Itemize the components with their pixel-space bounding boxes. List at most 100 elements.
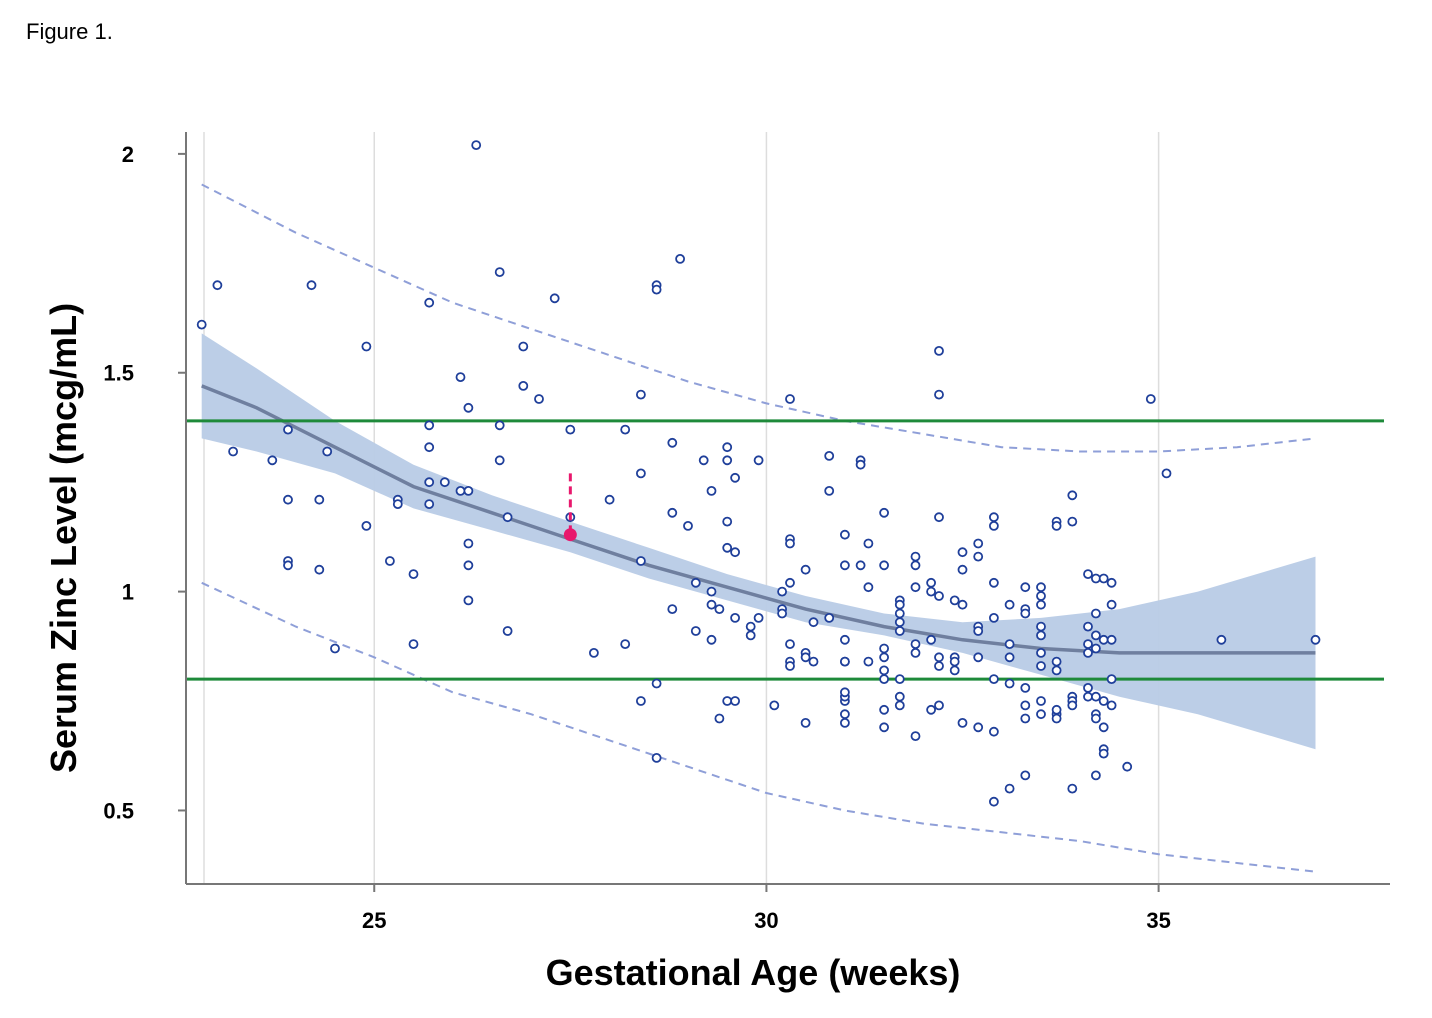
data-point xyxy=(1036,582,1046,593)
data-point xyxy=(800,564,811,575)
data-point xyxy=(855,560,866,571)
data-point xyxy=(196,319,207,330)
data-point xyxy=(690,577,701,588)
data-point xyxy=(706,634,717,645)
data-point xyxy=(424,297,435,308)
data-point xyxy=(1098,573,1109,584)
data-point xyxy=(957,599,968,610)
data-point xyxy=(667,507,678,518)
data-point xyxy=(808,617,819,628)
data-point xyxy=(855,459,866,470)
data-point xyxy=(392,499,403,510)
data-point xyxy=(463,538,474,549)
data-point xyxy=(989,577,999,588)
data-point xyxy=(1091,608,1101,619)
data-point xyxy=(1083,648,1093,658)
data-point xyxy=(565,424,576,435)
data-point xyxy=(502,626,513,636)
data-point xyxy=(690,626,701,636)
data-point xyxy=(934,700,944,711)
data-point xyxy=(620,639,631,649)
data-point xyxy=(471,140,482,151)
data-point xyxy=(973,722,984,733)
data-point xyxy=(1004,639,1015,649)
data-point xyxy=(1004,599,1015,610)
data-point xyxy=(463,402,474,413)
data-point xyxy=(824,613,835,623)
y-tick-label: 0.5 xyxy=(103,798,134,823)
data-point xyxy=(408,639,419,649)
data-point xyxy=(1051,656,1062,667)
data-point xyxy=(706,586,717,597)
data-point xyxy=(455,485,466,496)
data-point xyxy=(730,696,740,706)
data-point xyxy=(706,599,717,610)
data-point xyxy=(1036,648,1046,658)
data-point xyxy=(636,468,646,479)
data-point xyxy=(1020,700,1031,711)
data-point xyxy=(424,477,435,488)
data-point xyxy=(1020,582,1031,593)
tick-labels: 0.5 1 1.5 2 25 30 35 xyxy=(103,142,1170,933)
data-point xyxy=(785,538,795,549)
prediction-interval xyxy=(201,183,1316,873)
data-point xyxy=(808,656,819,667)
data-point xyxy=(667,437,678,448)
data-point xyxy=(722,516,733,527)
data-point xyxy=(1051,704,1062,715)
data-point xyxy=(1091,573,1101,584)
data-points xyxy=(196,140,1321,807)
data-point xyxy=(730,613,740,623)
data-point xyxy=(494,267,505,278)
data-point xyxy=(840,709,850,720)
data-point xyxy=(322,446,333,457)
data-point xyxy=(1036,709,1046,720)
data-point xyxy=(1106,634,1117,645)
data-point xyxy=(745,630,756,641)
data-point xyxy=(1020,713,1031,724)
y-tick-label: 1.5 xyxy=(103,361,134,386)
data-point xyxy=(753,613,764,623)
data-point xyxy=(1051,521,1062,531)
data-point xyxy=(549,293,560,304)
data-point xyxy=(502,512,513,523)
data-point xyxy=(534,394,544,404)
data-point xyxy=(384,556,395,566)
x-tick-label: 35 xyxy=(1146,908,1170,933)
data-point xyxy=(949,595,960,606)
data-point xyxy=(879,704,889,715)
data-point xyxy=(973,626,984,636)
data-point xyxy=(989,521,999,531)
prediction-lower-line xyxy=(201,581,1316,873)
data-point xyxy=(973,538,984,549)
data-point xyxy=(1004,783,1015,794)
data-point xyxy=(636,556,646,566)
data-point xyxy=(989,613,999,623)
data-point xyxy=(1020,608,1031,619)
x-axis-title: Gestational Age (weeks) xyxy=(546,952,961,993)
data-point xyxy=(1216,634,1227,645)
data-point xyxy=(1067,490,1078,501)
data-point xyxy=(518,380,529,391)
data-point xyxy=(879,507,889,518)
figure-label: Figure 1. xyxy=(26,19,113,44)
data-point xyxy=(1098,634,1109,645)
data-point xyxy=(667,604,678,614)
data-point xyxy=(463,485,474,496)
data-point xyxy=(910,582,921,593)
highlight-marker xyxy=(563,473,577,542)
data-point xyxy=(1004,678,1015,689)
data-point xyxy=(1106,674,1117,684)
data-point xyxy=(620,424,631,435)
data-point xyxy=(1083,691,1093,702)
data-point xyxy=(722,696,733,706)
data-point xyxy=(840,718,850,728)
highlight-point xyxy=(563,528,577,542)
data-point xyxy=(894,674,905,684)
data-point xyxy=(879,643,889,654)
confidence-band xyxy=(201,333,1316,750)
data-point xyxy=(212,280,223,291)
data-point xyxy=(989,512,999,523)
data-point xyxy=(800,652,811,663)
